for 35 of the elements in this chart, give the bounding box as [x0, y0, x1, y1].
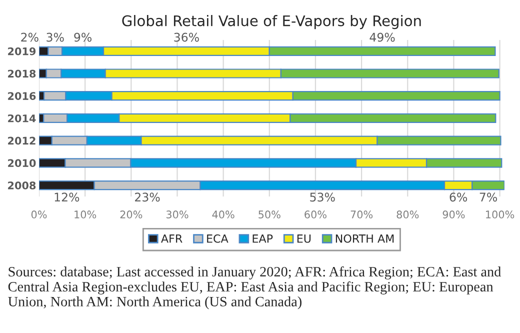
legend-label: EU — [297, 234, 311, 243]
data-label: 23% — [135, 192, 160, 202]
legend-label: EAP — [252, 234, 273, 243]
x-tick-label: 70% — [350, 210, 373, 218]
legend-label: AFR — [161, 234, 182, 243]
data-label: 3% — [46, 32, 64, 42]
y-tick-label: 2018 — [8, 70, 36, 78]
y-tick-label: 2008 — [8, 182, 36, 190]
x-tick-label: 100% — [486, 210, 514, 218]
data-label: 7% — [480, 192, 497, 202]
chart-title: Global Retail Value of E-Vapors by Region — [122, 14, 421, 30]
x-tick-label: 40% — [212, 210, 234, 218]
data-label: 36% — [174, 32, 199, 42]
x-tick-label: 50% — [258, 210, 280, 218]
x-tick-label: 30% — [166, 210, 188, 218]
y-tick-label: 2010 — [8, 159, 36, 168]
data-label: 6% — [450, 192, 468, 202]
y-tick-label: 2019 — [8, 47, 36, 56]
x-tick-label: 20% — [120, 210, 142, 218]
x-tick-label: 60% — [304, 210, 326, 218]
y-tick-label: 2016 — [8, 92, 36, 100]
y-tick-label: 2014 — [8, 114, 36, 122]
data-label: 12% — [54, 192, 80, 202]
x-tick-label: 10% — [74, 210, 96, 218]
legend-label: ECA — [207, 234, 228, 243]
data-label: 53% — [310, 192, 335, 202]
data-label: 2% — [21, 32, 38, 42]
y-tick-label: 2012 — [8, 136, 36, 145]
x-tick-label: 90% — [442, 210, 465, 218]
legend-label: NORTH AM — [336, 234, 394, 243]
data-label: 49% — [370, 32, 395, 42]
data-label: 9% — [74, 32, 92, 42]
x-tick-label: 0% — [31, 210, 47, 218]
source-note: Sources: database; Last accessed in January 2020; AFR: Africa Region; ECA: East and Central Asia Region-excludes EU, EAP: East Asia and Pacific Region; EU: European Union, North AM: North America (US and Canada) — [8, 266, 501, 310]
x-tick-label: 80% — [396, 210, 419, 218]
